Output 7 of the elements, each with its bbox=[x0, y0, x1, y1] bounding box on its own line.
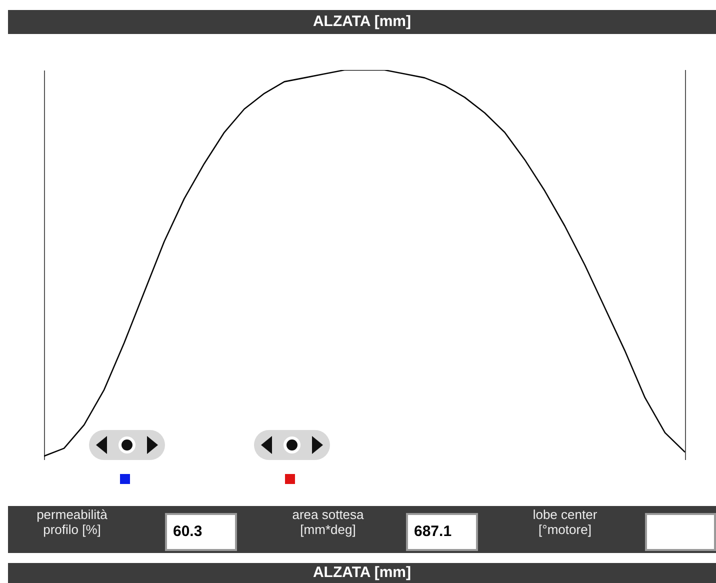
text: lobe center [°motore] bbox=[532, 507, 598, 537]
text: 60.3 bbox=[165, 513, 237, 551]
text: 687.1 bbox=[406, 513, 478, 551]
chart-title: ALZATA [mm] bbox=[8, 10, 716, 34]
text: permeabilità profilo [%] bbox=[36, 507, 108, 537]
text: area sottesa [mm*deg] bbox=[291, 507, 365, 537]
text: ALZATA [mm] bbox=[8, 563, 716, 583]
